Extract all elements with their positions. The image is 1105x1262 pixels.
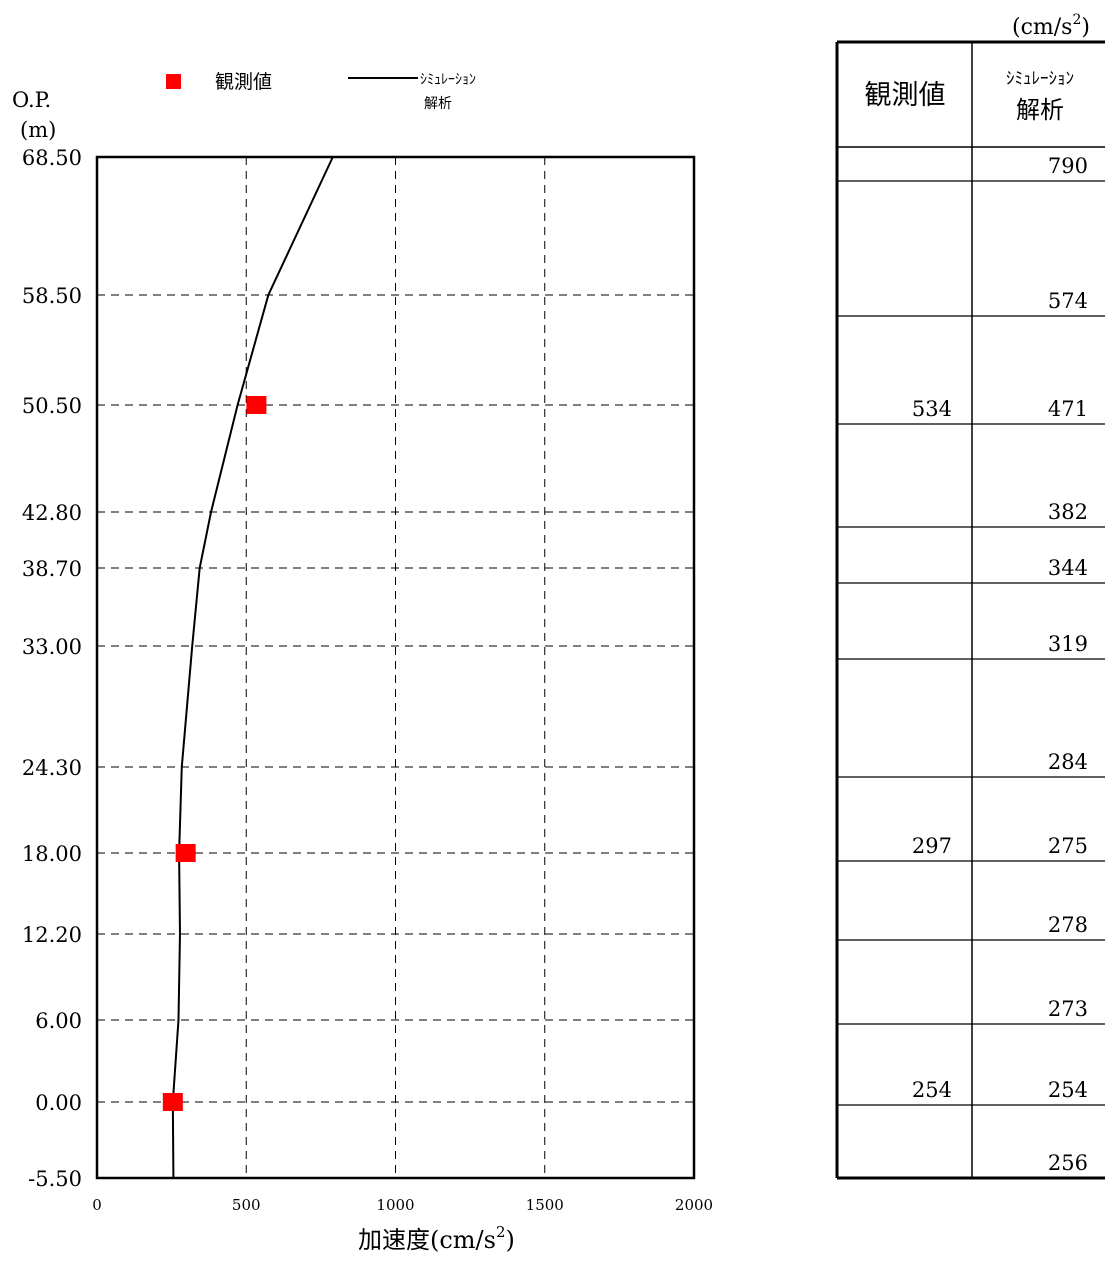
- series-layer: [162, 156, 334, 1179]
- y-tick-label: 0.00: [35, 1091, 82, 1115]
- x-axis-label: 加速度(cm/s2): [358, 1223, 515, 1254]
- y-tick-label: 58.50: [22, 284, 82, 308]
- table-cell-simulation: 471: [1048, 397, 1088, 421]
- x-tick-label: 1000: [376, 1196, 414, 1214]
- x-tick-label: 0: [92, 1196, 102, 1214]
- acceleration-table: (cm/s2) 観測値 ｼﾐｭﾚｰｼｮﾝ 解析 790 574 471 534 382 3…: [835, 12, 1105, 1180]
- y-tick-label: 68.50: [22, 146, 82, 170]
- table-cell-simulation: 790: [1048, 154, 1088, 178]
- table-cell-simulation: 275: [1048, 834, 1088, 858]
- x-axis-label-exp: 2: [496, 1223, 506, 1241]
- y-tick-label: 12.20: [22, 923, 82, 947]
- legend-simulation-label-2: 解析: [424, 96, 452, 112]
- x-tick-labels: 0 500 1000 1500 2000: [92, 1196, 713, 1214]
- observed-point: [246, 396, 267, 414]
- legend-observed-marker: [166, 74, 181, 89]
- y-tick-label: 33.00: [22, 635, 82, 659]
- x-tick-label: 2000: [675, 1196, 713, 1214]
- table-header-observed: 観測値: [865, 80, 946, 111]
- y-tick-label: -5.50: [28, 1167, 82, 1191]
- y-tick-label: 38.70: [22, 557, 82, 581]
- y-axis-label-line2: (m): [20, 118, 56, 142]
- observed-point: [162, 1093, 183, 1111]
- y-tick-label: 18.00: [22, 842, 82, 866]
- x-axis-label-text: 加速度(cm/s: [358, 1226, 496, 1254]
- table-cell-simulation: 256: [1048, 1151, 1088, 1175]
- x-axis-label-close: ): [506, 1226, 515, 1254]
- table-rows: 790 574 471 534 382 344 319 284 275 297 278 273 254 2…: [837, 154, 1105, 1175]
- y-tick-labels: 68.50 58.50 50.50 42.80 38.70 33.00 24.30 18.00…: [22, 146, 82, 1191]
- table-cell-observed: 297: [912, 834, 952, 858]
- y-tick-label: 24.30: [22, 756, 82, 780]
- y-tick-label: 42.80: [22, 501, 82, 525]
- table-cell-simulation: 284: [1048, 750, 1088, 774]
- y-tick-label: 6.00: [35, 1009, 82, 1033]
- table-cell-simulation: 344: [1048, 556, 1088, 580]
- grid-lines: [97, 157, 694, 1178]
- table-cell-simulation: 278: [1048, 913, 1088, 937]
- x-tick-label: 1500: [526, 1196, 564, 1214]
- table-unit-exp: 2: [1072, 12, 1081, 28]
- table-cell-observed: 534: [912, 397, 952, 421]
- table-cell-observed: 254: [912, 1078, 952, 1102]
- table-unit-text: (cm/s: [1012, 15, 1072, 40]
- plot-frame: [95, 155, 696, 1180]
- legend-simulation-label-1: ｼﾐｭﾚｰｼｮﾝ: [420, 72, 476, 88]
- table-header-simulation-1: ｼﾐｭﾚｰｼｮﾝ: [1006, 69, 1074, 89]
- table-cell-simulation: 382: [1048, 500, 1088, 524]
- acceleration-profile-chart: 観測値 ｼﾐｭﾚｰｼｮﾝ 解析 O.P. (m) 68.50 58.50 50.50…: [12, 71, 713, 1254]
- table-unit-close: ): [1081, 15, 1090, 40]
- legend-observed-label: 観測値: [215, 71, 272, 93]
- observed-point: [175, 844, 196, 862]
- table-cell-simulation: 273: [1048, 997, 1088, 1021]
- y-tick-label: 50.50: [22, 394, 82, 418]
- table-header-simulation-2: 解析: [1016, 96, 1064, 124]
- simulation-line: [171, 156, 334, 1179]
- table-unit: (cm/s2): [1012, 12, 1090, 40]
- table-cell-simulation: 319: [1048, 632, 1088, 656]
- y-axis-label-line1: O.P.: [12, 88, 51, 112]
- x-tick-label: 500: [232, 1196, 261, 1214]
- table-cell-simulation: 254: [1048, 1078, 1088, 1102]
- table-cell-simulation: 574: [1048, 289, 1088, 313]
